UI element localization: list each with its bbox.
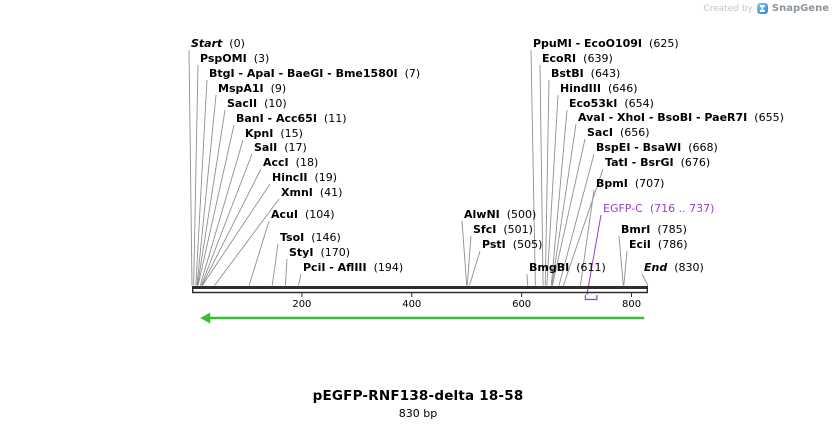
connector-line [539,64,544,286]
restriction-site-label: PstI (505) [482,238,542,251]
map-length-label: 830 bp [398,407,438,420]
restriction-site-label: EcoRI (639) [542,52,613,65]
watermark-brand: SnapGene [771,3,829,14]
title-block: pEGFP-RNF138-delta 18-58 830 bp [0,388,836,420]
restriction-site-label: StyI (170) [289,246,350,259]
restriction-site-label: Eco53kI (654) [569,97,654,110]
restriction-site-label: BanI - Acc65I (11) [236,112,347,125]
connector-line [271,243,279,286]
connector-line [200,153,253,286]
snapgene-logo-icon [756,3,768,14]
restriction-site-label: PspOMI (3) [200,52,269,65]
connector-line [562,168,604,286]
restriction-site-label: KpnI (15) [245,127,303,140]
connector-line [197,124,235,286]
label-connectors [188,49,649,286]
watermark: Created by SnapGene [703,3,829,14]
feature-span-bracket [584,295,598,301]
connector-line [197,109,226,286]
restriction-site-label: SalI (17) [254,141,307,154]
restriction-site-label: HindIII (646) [560,82,638,95]
connector-line [623,250,628,286]
restriction-site-label: BspEI - BsaWI (668) [596,141,718,154]
feature-connector-line [586,214,602,296]
terminus-label: Start (0) [191,37,245,50]
connector-line [551,138,586,286]
connector-line [196,94,217,286]
connector-line [214,198,280,286]
connector-line [526,273,529,286]
restriction-site-label: EciI (786) [629,238,688,251]
restriction-site-label: BtgI - ApaI - BaeGI - Bme1580I (7) [209,67,420,80]
connector-line [544,79,550,286]
restriction-site-label: BmgBI (611) [529,261,606,274]
connector-line [558,153,595,286]
connector-line [201,168,262,286]
restriction-site-label: TatI - BsrGI (676) [605,156,710,169]
ruler-tick-label: 600 [512,299,531,310]
ruler-tick-label: 200 [292,299,311,310]
connector-line [248,220,270,286]
restriction-site-label: AvaI - XhoI - BsoBI - PaeR7I (655) [578,111,784,124]
restriction-site-label: BstBI (643) [551,67,620,80]
connector-line [195,79,208,286]
connector-line [550,109,568,286]
feature-label: EGFP-C (716 .. 737) [603,202,714,215]
connector-line [202,183,271,286]
restriction-site-label: SfcI (501) [473,223,533,236]
restriction-site-label: AccI (18) [263,156,318,169]
connector-line [461,220,468,286]
restriction-site-label: AlwNI (500) [464,208,536,221]
restriction-site-label: SacI (656) [587,126,650,139]
connector-line [641,273,649,286]
restriction-site-label: SacII (10) [227,97,287,110]
connector-line [199,139,244,286]
watermark-prefix: Created by [703,3,753,14]
connector-line [579,189,595,286]
restriction-site-label: BmrI (785) [621,223,687,236]
connector-line [193,64,199,286]
restriction-site-label: XmnI (41) [281,186,342,199]
connector-line [551,123,577,286]
connector-line [530,49,536,286]
restriction-site-label: HincII (19) [272,171,337,184]
restriction-site-label: BpmI (707) [596,177,664,190]
connector-line [469,250,481,286]
restriction-site-label: MspA1I (9) [218,82,286,95]
terminus-label: End (830) [644,261,704,274]
connector-line [298,273,302,286]
restriction-site-label: AcuI (104) [271,208,335,221]
sequence-bar [192,286,648,289]
restriction-site-label: PpuMI - EcoO109I (625) [533,37,679,50]
connector-line [284,258,288,286]
connector-line [546,94,559,286]
ruler-tick-label: 800 [622,299,641,310]
connector-line [618,235,624,286]
ruler-tick-label: 400 [402,299,421,310]
restriction-site-label: PciI - AflIII (194) [303,261,403,274]
map-title: pEGFP-RNF138-delta 18-58 [312,388,524,404]
restriction-site-label: TsoI (146) [280,231,341,244]
reverse-arrow-head-icon [200,312,211,324]
connector-line [188,49,193,286]
connector-line [466,235,472,286]
